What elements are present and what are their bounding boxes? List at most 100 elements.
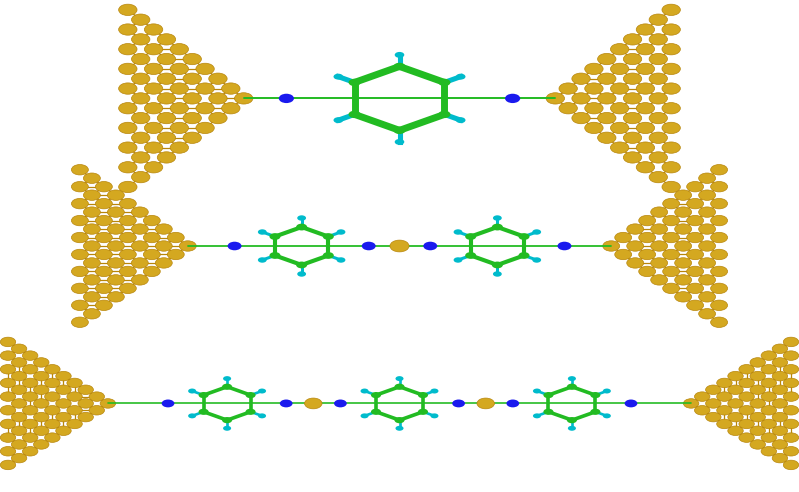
Circle shape (772, 399, 788, 408)
Circle shape (131, 207, 149, 217)
Circle shape (145, 63, 163, 74)
Circle shape (590, 392, 600, 398)
Circle shape (439, 111, 451, 118)
Circle shape (95, 215, 113, 226)
Circle shape (334, 400, 347, 407)
Circle shape (674, 224, 692, 234)
Circle shape (71, 249, 89, 260)
Circle shape (431, 389, 439, 394)
Circle shape (439, 79, 451, 86)
Circle shape (694, 405, 710, 415)
Circle shape (396, 376, 403, 381)
Circle shape (183, 92, 201, 104)
Circle shape (258, 257, 267, 263)
Circle shape (710, 198, 728, 209)
Circle shape (83, 241, 101, 251)
Circle shape (602, 413, 611, 418)
Circle shape (119, 215, 137, 226)
Circle shape (118, 24, 137, 35)
Circle shape (638, 249, 656, 260)
Circle shape (710, 182, 728, 192)
Circle shape (505, 93, 520, 103)
Circle shape (662, 181, 680, 192)
Circle shape (610, 63, 629, 74)
Circle shape (710, 300, 728, 310)
Circle shape (245, 392, 256, 398)
Circle shape (296, 262, 307, 268)
Circle shape (572, 92, 590, 104)
Circle shape (662, 215, 680, 226)
Circle shape (11, 453, 27, 463)
Circle shape (454, 257, 463, 263)
Circle shape (132, 132, 150, 143)
Circle shape (649, 14, 667, 25)
Circle shape (118, 63, 137, 74)
Circle shape (533, 389, 541, 394)
Circle shape (623, 53, 642, 64)
Circle shape (297, 215, 306, 221)
Circle shape (107, 224, 125, 234)
Circle shape (71, 164, 89, 175)
Circle shape (188, 413, 197, 418)
Circle shape (598, 132, 616, 143)
Circle shape (119, 198, 137, 209)
Circle shape (279, 93, 294, 103)
Circle shape (598, 112, 616, 123)
Circle shape (772, 412, 788, 422)
Circle shape (662, 161, 680, 173)
Circle shape (0, 392, 16, 401)
Circle shape (132, 171, 150, 183)
Circle shape (71, 198, 89, 209)
Circle shape (706, 399, 721, 408)
Circle shape (662, 43, 680, 55)
Circle shape (360, 413, 368, 418)
Circle shape (95, 266, 113, 277)
Circle shape (95, 283, 113, 294)
Circle shape (132, 92, 150, 104)
Circle shape (360, 389, 368, 394)
Circle shape (395, 384, 404, 390)
Circle shape (34, 399, 49, 408)
Circle shape (269, 233, 280, 240)
Circle shape (45, 419, 60, 429)
Circle shape (674, 275, 692, 285)
Circle shape (83, 190, 101, 200)
Circle shape (636, 122, 654, 133)
Circle shape (598, 92, 616, 104)
Circle shape (783, 351, 799, 360)
Circle shape (750, 426, 765, 435)
Circle shape (585, 122, 603, 133)
Circle shape (739, 419, 754, 429)
Circle shape (625, 400, 638, 407)
Circle shape (662, 24, 680, 35)
Circle shape (559, 83, 578, 94)
Circle shape (0, 337, 16, 347)
Circle shape (89, 392, 105, 401)
Circle shape (199, 409, 209, 415)
Circle shape (452, 400, 465, 407)
Circle shape (750, 399, 765, 408)
Circle shape (132, 53, 150, 64)
Circle shape (590, 409, 600, 415)
Circle shape (739, 405, 754, 415)
Circle shape (71, 283, 89, 294)
Circle shape (145, 43, 163, 55)
Circle shape (323, 252, 334, 259)
Circle shape (67, 419, 82, 429)
Circle shape (132, 152, 150, 163)
Circle shape (728, 426, 743, 435)
Circle shape (107, 190, 125, 200)
Circle shape (614, 249, 632, 260)
Circle shape (336, 257, 345, 263)
Circle shape (145, 122, 163, 133)
Circle shape (636, 24, 654, 35)
Circle shape (717, 378, 732, 388)
Circle shape (22, 433, 38, 442)
Circle shape (698, 292, 716, 302)
Circle shape (67, 405, 82, 415)
Circle shape (11, 412, 27, 422)
Circle shape (710, 215, 728, 226)
Circle shape (739, 365, 754, 374)
Circle shape (143, 215, 161, 226)
Circle shape (245, 409, 256, 415)
